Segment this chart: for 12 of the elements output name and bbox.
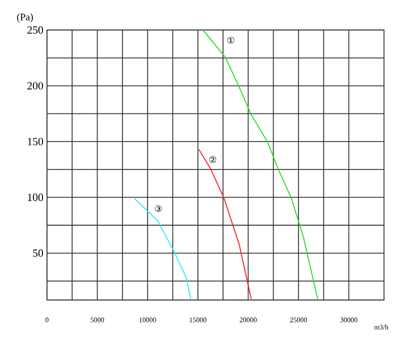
line-series <box>202 30 318 300</box>
line-series <box>134 198 192 300</box>
y-tick-label: 100 <box>28 194 44 202</box>
series-label: ① <box>227 36 234 44</box>
y-tick-label: 200 <box>27 82 44 90</box>
series-label: ③ <box>155 205 162 212</box>
y-tick-label: 50 <box>33 249 44 257</box>
series-label: ② <box>209 156 216 163</box>
y-tick-label: 150 <box>28 138 44 146</box>
y-tick-label: 250 <box>27 26 44 34</box>
y-axis-title: (Pa) <box>17 13 33 22</box>
line-series <box>198 148 252 300</box>
